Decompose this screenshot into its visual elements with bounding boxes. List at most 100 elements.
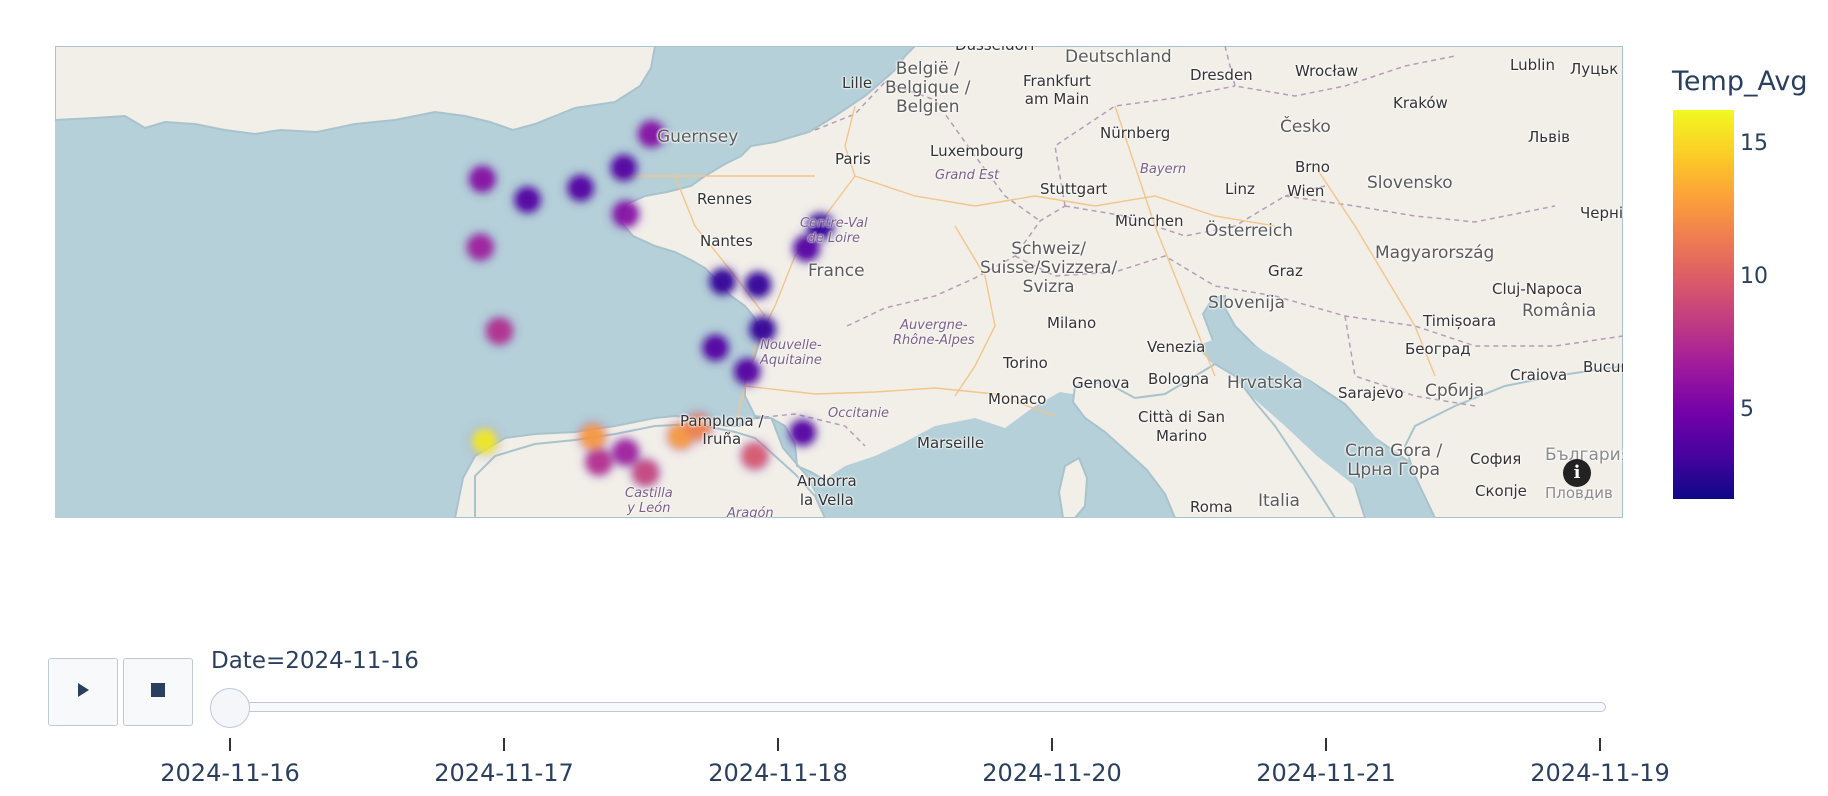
slider-tick — [1599, 738, 1601, 751]
label-nurnberg: Nürnberg — [1100, 124, 1171, 142]
map-view[interactable]: Düsseldorf Deutschland Dresden Wrocław L… — [55, 46, 1623, 518]
label-occitanie: Occitanie — [828, 406, 890, 421]
label-plovdiv: Пловдив — [1545, 484, 1613, 502]
slider-handle[interactable] — [210, 688, 250, 728]
slider-tick — [1051, 738, 1053, 751]
label-france: France — [808, 261, 865, 281]
heat-point-carcassonne — [612, 439, 639, 466]
slider-tick — [777, 738, 779, 751]
label-munchen: München — [1115, 212, 1184, 230]
label-romania: România — [1522, 301, 1597, 321]
label-graz: Graz — [1268, 262, 1303, 280]
label-bologna: Bologna — [1148, 370, 1210, 388]
label-bayern: Bayern — [1140, 162, 1187, 177]
land-continent — [453, 46, 1623, 518]
slider-step-label[interactable]: 2024-11-17 — [434, 759, 574, 787]
label-andorra: Andorra la Vella — [797, 472, 857, 509]
label-srbija: Србија — [1425, 381, 1485, 401]
label-dusseldorf: Düsseldorf — [955, 46, 1035, 54]
label-slovenija: Slovenija — [1208, 293, 1286, 313]
label-genova: Genova — [1072, 374, 1130, 392]
land-britain — [55, 46, 657, 136]
slider-step-label[interactable]: 2024-11-20 — [982, 759, 1122, 787]
label-monaco: Monaco — [988, 390, 1047, 408]
label-cesko: Česko — [1280, 117, 1331, 137]
heat-point-dijon — [709, 268, 736, 295]
stop-button[interactable] — [123, 658, 193, 726]
slider-step-label[interactable]: 2024-11-18 — [708, 759, 848, 787]
label-luxembourg: Luxembourg — [930, 142, 1024, 160]
slider-step-label[interactable]: 2024-11-16 — [160, 759, 300, 787]
slider-current-value: Date=2024-11-16 — [211, 648, 419, 674]
label-wroclaw: Wrocław — [1295, 62, 1359, 80]
colorbar-tick-5: 5 — [1740, 397, 1754, 422]
slider-tick — [229, 738, 231, 751]
heat-point-amiens — [610, 154, 637, 181]
label-paris: Paris — [835, 150, 871, 168]
label-stuttgart: Stuttgart — [1040, 180, 1108, 198]
label-san-marino: Città di San Marino — [1138, 408, 1226, 445]
label-skopje: Скопје — [1475, 482, 1527, 500]
label-beograd: Београд — [1405, 340, 1471, 358]
label-guernsey: Guernsey — [657, 127, 739, 147]
stop-icon — [149, 680, 167, 704]
heat-point-geneva — [749, 316, 776, 343]
play-button[interactable] — [48, 658, 118, 726]
label-wien: Wien — [1287, 182, 1325, 200]
label-milano: Milano — [1047, 314, 1097, 332]
label-nantes: Nantes — [700, 232, 753, 250]
label-deutschland: Deutschland — [1065, 47, 1172, 67]
heat-point-toulouse — [579, 423, 606, 450]
info-icon[interactable]: i — [1563, 459, 1591, 487]
label-lublin: Lublin — [1510, 56, 1555, 74]
label-castilla-y-leon: Castilla y León — [625, 486, 673, 516]
land-corsica — [1057, 456, 1089, 518]
label-italia: Italia — [1258, 491, 1300, 511]
label-frankfurt: Frankfurt am Main — [1023, 72, 1091, 108]
label-marseille: Marseille — [917, 434, 985, 452]
label-krakow: Kraków — [1393, 94, 1448, 112]
label-lviv: Львів — [1528, 128, 1570, 146]
country-borders — [754, 46, 1623, 447]
heat-point-biarritz — [471, 428, 498, 455]
label-cherni: Черні — [1580, 204, 1623, 222]
heat-point-rennes — [467, 234, 494, 261]
label-centre-val-de-loire: Centre-Val de Loire — [800, 216, 868, 246]
slider-step-label[interactable]: 2024-11-21 — [1256, 759, 1396, 787]
label-magyarorszag: Magyarország — [1375, 243, 1495, 263]
heat-point-besancon — [745, 271, 771, 298]
slider-tick — [503, 738, 505, 751]
slider-step-label[interactable]: 2024-11-19 — [1530, 759, 1670, 787]
label-linz: Linz — [1225, 180, 1255, 198]
heat-point-colmar — [793, 235, 820, 262]
label-auvergne: Auvergne- Rhône-Alpes — [893, 318, 975, 348]
heat-point-toulon — [741, 442, 768, 469]
label-roma: Roma — [1190, 498, 1233, 516]
heat-point-grenoble — [734, 358, 761, 385]
heat-point-lyon — [702, 334, 729, 361]
label-brno: Brno — [1295, 158, 1330, 176]
heat-point-nice — [789, 419, 816, 446]
slider-rail[interactable] — [226, 702, 1606, 712]
label-pamplona: Pamplona / Iruña — [680, 412, 764, 448]
label-crna-gora: Crna Gora / Црна Гора — [1345, 441, 1443, 480]
label-timisoara: Timișoara — [1423, 312, 1497, 330]
label-venezia: Venezia — [1147, 338, 1206, 356]
label-schweiz: Schweiz/ Suisse/Svizzera/ Svizra — [980, 239, 1118, 297]
heat-point-caen — [514, 186, 541, 213]
label-grand-est: Grand Est — [935, 168, 1000, 183]
slider-tick — [1325, 738, 1327, 751]
label-osterreich: Österreich — [1205, 221, 1293, 241]
label-craiova: Craiova — [1510, 366, 1568, 384]
heat-point-paris — [612, 201, 639, 228]
colorbar-tick-10: 10 — [1740, 264, 1768, 289]
heat-point-perpignan — [632, 459, 659, 486]
label-hrvatska: Hrvatska — [1227, 373, 1303, 393]
label-sofia: София — [1470, 450, 1522, 468]
heat-point-rouen — [567, 175, 594, 202]
label-lutsk: Луцьк — [1570, 60, 1619, 78]
label-aragon: Aragón — [727, 506, 774, 518]
heat-point-lille — [638, 121, 665, 147]
label-dresden: Dresden — [1190, 66, 1253, 84]
heat-point-foix — [585, 448, 612, 475]
